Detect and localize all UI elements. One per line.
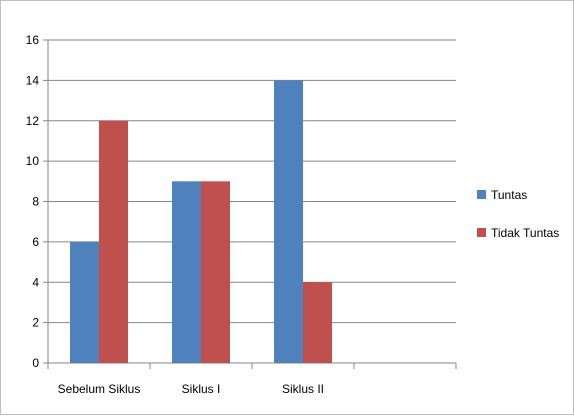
legend-swatch [477, 190, 486, 199]
x-tick-label: Sebelum Siklus [58, 382, 141, 396]
y-tick-label: 4 [32, 275, 39, 289]
legend-swatch [477, 228, 486, 237]
legend: Tuntas Tidak Tuntas [477, 188, 559, 240]
y-tick-labels: 0 2 4 6 8 10 12 14 16 [26, 33, 40, 370]
bars [70, 80, 332, 363]
bar-tidak-tuntas [201, 181, 230, 363]
y-tick-label: 12 [26, 114, 40, 128]
bar-tuntas [70, 241, 99, 363]
y-tick-label: 0 [32, 356, 39, 370]
bar-tidak-tuntas [303, 282, 332, 363]
y-tick-label: 2 [32, 316, 39, 330]
y-tick-label: 10 [26, 154, 40, 168]
bar-tuntas [172, 181, 201, 363]
y-tick-label: 8 [32, 195, 39, 209]
x-tick-label: Siklus II [282, 382, 324, 396]
y-tick-label: 16 [26, 33, 40, 47]
bar-tidak-tuntas [99, 120, 128, 363]
y-tick-label: 14 [26, 73, 40, 87]
legend-label: Tidak Tuntas [491, 226, 559, 240]
legend-label: Tuntas [491, 188, 527, 202]
y-tick-label: 6 [32, 235, 39, 249]
x-tick-labels: Sebelum Siklus Siklus I Siklus II [58, 382, 324, 396]
bar-tuntas [274, 80, 303, 363]
x-tick-label: Siklus I [182, 382, 221, 396]
